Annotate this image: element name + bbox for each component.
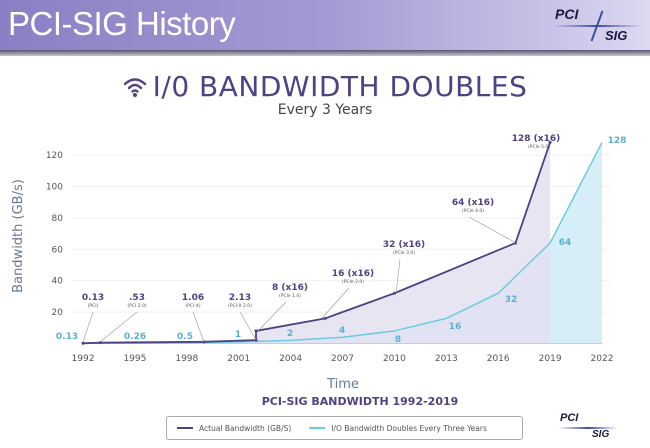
actual-data-sublabel: (PCIe 2.0) [342, 279, 364, 285]
actual-data-sublabel: (PCIe 4.0) [462, 208, 484, 214]
actual-data-sublabel: (PCIe 1.0) [279, 293, 301, 299]
actual-data-label: 32 (x16) [383, 240, 425, 250]
actual-point [81, 341, 85, 345]
actual-data-label: .53 [129, 293, 145, 303]
x-tick-label: 2010 [383, 354, 406, 364]
leader-line [192, 311, 205, 343]
actual-data-sublabel: (PCI 2.0) [127, 303, 147, 309]
doubling-data-label: 64 [559, 238, 572, 248]
legend-label-actual: Actual Bandwidth (GB/S) [199, 423, 292, 433]
leader-line [468, 216, 517, 244]
legend-label-doubling: I/O Bandwidth Doubles Every Three Years [331, 423, 487, 433]
header-divider [0, 50, 650, 56]
y-tick-label: 120 [46, 151, 63, 161]
leader-line [82, 311, 94, 343]
page-title: PCI-SIG History [8, 5, 236, 42]
doubling-data-label: 0.26 [124, 332, 146, 342]
leader-line [99, 311, 138, 343]
doubling-data-label: 32 [505, 295, 518, 305]
y-tick-label: 80 [52, 214, 64, 224]
actual-data-label: 0.13 [82, 293, 104, 303]
chart-legend: Actual Bandwidth (GB/S) I/O Bandwidth Do… [166, 416, 523, 440]
doubling-data-label: 8 [395, 335, 401, 345]
actual-data-sublabel: (PCI-X) [185, 303, 200, 309]
actual-data-label: 8 (x16) [272, 283, 308, 293]
actual-data-sublabel: (PCIe 5.0) [528, 144, 550, 150]
x-tick-label: 1992 [72, 354, 95, 364]
x-tick-label: 2013 [435, 354, 458, 364]
actual-data-label: 2.13 [229, 293, 251, 303]
actual-point [548, 140, 552, 144]
pci-sig-logo-top: PCI SIG [553, 4, 643, 46]
x-tick-label: 2007 [331, 354, 354, 364]
actual-point [323, 316, 327, 320]
headline: I/0 BANDWIDTH DOUBLES [0, 70, 650, 103]
doubling-data-label: 128 [608, 136, 627, 146]
actual-data-sublabel: (PCI-X 2.0) [228, 303, 252, 309]
legend-swatch-doubling [309, 427, 326, 429]
y-tick-label: 60 [52, 245, 64, 255]
actual-data-sublabel: (PCI) [88, 303, 99, 309]
y-tick-label: 40 [52, 277, 64, 287]
wifi-icon [123, 74, 147, 102]
leader-line [395, 258, 401, 295]
actual-data-label: 1.06 [182, 293, 204, 303]
doubling-data-label: 4 [339, 326, 345, 336]
actual-data-label: 16 (x16) [332, 269, 374, 279]
x-tick-label: 2004 [279, 354, 302, 364]
actual-point [254, 338, 258, 342]
header-banner [0, 0, 650, 50]
leader-line [321, 287, 350, 319]
doubling-data-label: 2 [287, 329, 293, 339]
doubling-data-label: 0.5 [177, 332, 193, 342]
doubling-data-label: 1 [235, 330, 241, 340]
headline-title: I/0 BANDWIDTH DOUBLES [152, 70, 528, 103]
actual-data-label: 128 (x16) [512, 134, 560, 144]
x-tick-label: 2022 [591, 354, 614, 364]
legend-swatch-actual [177, 427, 193, 429]
y-axis-label: Bandwidth (GB/s) [11, 179, 26, 293]
actual-point [392, 291, 396, 295]
y-tick-label: 20 [52, 308, 64, 318]
leader-line [257, 301, 287, 332]
actual-point [254, 329, 258, 333]
chart-title: PCI-SIG BANDWIDTH 1992-2019 [262, 395, 459, 408]
actual-point [98, 341, 102, 345]
y-tick-label: 100 [46, 182, 63, 192]
leader-line [239, 311, 257, 341]
actual-data-label: 64 (x16) [452, 198, 494, 208]
actual-data-sublabel: (PCIe 3.0) [393, 250, 415, 256]
x-tick-label: 1998 [175, 354, 198, 364]
x-tick-label: 2016 [487, 354, 510, 364]
x-tick-label: 1995 [123, 354, 146, 364]
doubling-data-label: 0.13 [56, 332, 78, 342]
actual-area [83, 142, 551, 344]
x-tick-label: 2001 [227, 354, 250, 364]
x-axis-label: Time [326, 377, 359, 392]
x-tick-label: 2019 [539, 354, 562, 364]
doubling-data-label: 16 [449, 322, 462, 332]
headline-subtitle: Every 3 Years [277, 102, 373, 118]
pci-sig-logo-bottom: PCI SIG [558, 412, 618, 444]
